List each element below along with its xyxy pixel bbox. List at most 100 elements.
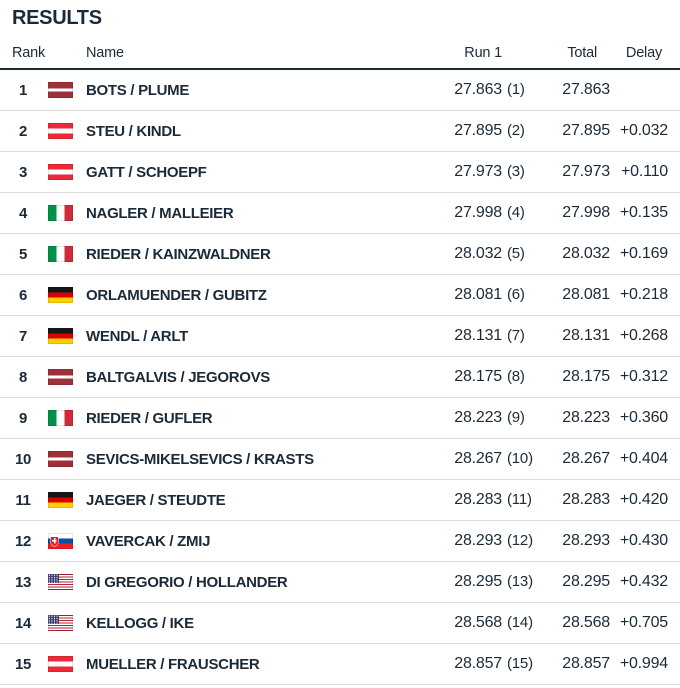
delay-value: +0.360	[619, 409, 668, 426]
team-name: RIEDER / GUFLER	[86, 409, 213, 427]
team-name: DI GREGORIO / HOLLANDER	[86, 573, 288, 591]
run1-cell: 27.895 (2)	[392, 122, 532, 140]
team-name: WENDL / ARLT	[86, 327, 188, 345]
total-time: 28.293	[562, 532, 610, 549]
run1-rank: (7)	[507, 327, 525, 344]
run1-rank: (6)	[507, 286, 525, 303]
table-row[interactable]: 5 RIEDER / KAINZWALDNER 28.032 (5) 28.03…	[0, 234, 680, 275]
flag-cell	[46, 492, 86, 508]
flag-cell	[46, 205, 86, 221]
table-row[interactable]: 13 DI GREGORIO / HOLLANDER 28.295 (13) 2…	[0, 562, 680, 603]
flag-cell	[46, 656, 86, 672]
delay-value: +0.994	[619, 655, 668, 672]
flag-cell	[46, 246, 86, 262]
rank-value: 10	[14, 450, 32, 468]
total-time: 28.175	[562, 368, 610, 385]
delay-value: +0.430	[619, 532, 668, 549]
header-delay: Delay	[625, 45, 662, 61]
delay-value: +0.432	[619, 573, 668, 590]
run1-time: 28.293	[454, 532, 502, 549]
run1-rank: (5)	[507, 245, 525, 262]
run1-cell: 28.568 (14)	[392, 614, 533, 632]
table-row[interactable]: 1 BOTS / PLUME 27.863 (1) 27.863	[0, 70, 680, 111]
run1-time: 28.857	[454, 655, 502, 672]
run1-rank: (9)	[507, 409, 525, 426]
delay-value: +0.032	[619, 122, 668, 139]
results-table-body: 1 BOTS / PLUME 27.863 (1) 27.863 2 STEU …	[0, 70, 680, 685]
table-header-row: Rank Name Run 1 Total Delay	[0, 30, 680, 70]
run1-time: 28.032	[454, 245, 502, 262]
country-flag-icon	[48, 533, 73, 549]
header-rank: Rank	[12, 45, 46, 61]
country-flag-icon	[48, 287, 73, 303]
table-row[interactable]: 11 JAEGER / STEUDTE 28.283 (11) 28.283 +…	[0, 480, 680, 521]
country-flag-icon	[48, 656, 73, 672]
table-row[interactable]: 3 GATT / SCHOEPF 27.973 (3) 27.973 +0.11…	[0, 152, 680, 193]
header-name: Name	[86, 45, 124, 61]
table-row[interactable]: 12 VAVERCAK / ZMIJ 28.293 (12) 28.293 +0…	[0, 521, 680, 562]
delay-value: +0.404	[619, 450, 668, 467]
rank-value: 15	[14, 655, 32, 673]
run1-cell: 28.293 (12)	[392, 532, 533, 550]
country-flag-icon	[48, 164, 73, 180]
header-run1: Run 1	[464, 45, 502, 61]
table-row[interactable]: 8 BALTGALVIS / JEGOROVS 28.175 (8) 28.17…	[0, 357, 680, 398]
rank-value: 13	[14, 573, 32, 591]
country-flag-icon	[48, 369, 73, 385]
table-row[interactable]: 7 WENDL / ARLT 28.131 (7) 28.131 +0.268	[0, 316, 680, 357]
total-time: 27.895	[562, 122, 610, 139]
table-row[interactable]: 15 MUELLER / FRAUSCHER 28.857 (15) 28.85…	[0, 644, 680, 685]
country-flag-icon	[48, 492, 73, 508]
run1-time: 28.223	[454, 409, 502, 426]
flag-cell	[46, 410, 86, 426]
rank-value: 9	[18, 409, 28, 427]
flag-cell	[46, 164, 86, 180]
flag-cell	[46, 369, 86, 385]
team-name: RIEDER / KAINZWALDNER	[86, 245, 271, 263]
rank-value: 12	[14, 532, 32, 550]
run1-time: 27.973	[454, 163, 502, 180]
delay-value: +0.110	[621, 163, 668, 180]
country-flag-icon	[48, 123, 73, 139]
delay-value: +0.705	[619, 614, 668, 631]
team-name: ORLAMUENDER / GUBITZ	[86, 286, 267, 304]
delay-value: +0.169	[619, 245, 668, 262]
rank-value: 4	[18, 204, 28, 222]
run1-time: 28.283	[454, 491, 502, 508]
run1-cell: 28.295 (13)	[392, 573, 533, 591]
table-row[interactable]: 9 RIEDER / GUFLER 28.223 (9) 28.223 +0.3…	[0, 398, 680, 439]
total-time: 27.863	[562, 81, 610, 98]
table-row[interactable]: 4 NAGLER / MALLEIER 27.998 (4) 27.998 +0…	[0, 193, 680, 234]
page-title: RESULTS	[12, 7, 102, 29]
flag-cell	[46, 533, 86, 549]
country-flag-icon	[48, 574, 73, 590]
country-flag-icon	[48, 615, 73, 631]
table-row[interactable]: 2 STEU / KINDL 27.895 (2) 27.895 +0.032	[0, 111, 680, 152]
team-name: GATT / SCHOEPF	[86, 163, 207, 181]
table-row[interactable]: 6 ORLAMUENDER / GUBITZ 28.081 (6) 28.081…	[0, 275, 680, 316]
total-time: 28.267	[562, 450, 610, 467]
country-flag-icon	[48, 246, 73, 262]
rank-value: 7	[18, 327, 28, 345]
team-name: MUELLER / FRAUSCHER	[86, 655, 260, 673]
team-name: STEU / KINDL	[86, 122, 181, 140]
run1-rank: (8)	[507, 368, 525, 385]
total-time: 27.973	[562, 163, 610, 180]
delay-value: +0.420	[619, 491, 668, 508]
run1-cell: 28.032 (5)	[392, 245, 532, 263]
run1-rank: (13)	[507, 573, 533, 590]
header-total: Total	[567, 45, 597, 61]
total-time: 28.032	[562, 245, 610, 262]
run1-rank: (14)	[507, 614, 533, 631]
run1-cell: 28.081 (6)	[392, 286, 532, 304]
delay-value: +0.218	[619, 286, 668, 303]
total-time: 28.283	[562, 491, 610, 508]
run1-cell: 28.857 (15)	[392, 655, 533, 673]
country-flag-icon	[48, 451, 73, 467]
country-flag-icon	[48, 205, 73, 221]
run1-rank: (11)	[507, 491, 532, 508]
rank-value: 8	[18, 368, 28, 386]
total-time: 28.568	[562, 614, 610, 631]
table-row[interactable]: 10 SEVICS-MIKELSEVICS / KRASTS 28.267 (1…	[0, 439, 680, 480]
table-row[interactable]: 14 KELLOGG / IKE 28.568 (14) 28.568 +0.7…	[0, 603, 680, 644]
